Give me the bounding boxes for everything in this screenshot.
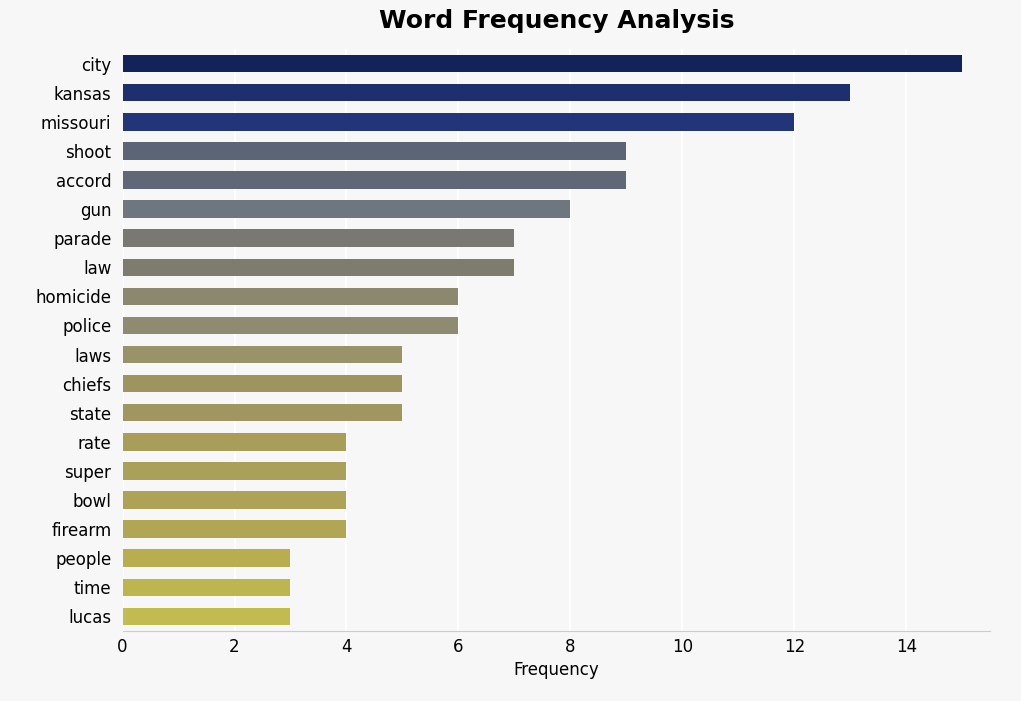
Title: Word Frequency Analysis: Word Frequency Analysis — [379, 9, 734, 33]
Bar — [123, 433, 346, 451]
Bar — [123, 142, 627, 160]
Bar — [123, 317, 458, 334]
Bar — [123, 491, 346, 509]
Bar — [123, 113, 794, 130]
Bar — [123, 171, 627, 189]
Bar — [123, 578, 291, 596]
Bar — [123, 200, 571, 218]
Bar — [123, 520, 346, 538]
Bar — [123, 229, 515, 247]
Bar — [123, 55, 963, 72]
Bar — [123, 375, 402, 393]
Bar — [123, 287, 458, 305]
Bar — [123, 84, 850, 102]
Bar — [123, 259, 515, 276]
Bar — [123, 462, 346, 479]
Bar — [123, 404, 402, 421]
Bar — [123, 346, 402, 363]
X-axis label: Frequency: Frequency — [514, 662, 599, 679]
Bar — [123, 550, 291, 567]
Bar — [123, 608, 291, 625]
